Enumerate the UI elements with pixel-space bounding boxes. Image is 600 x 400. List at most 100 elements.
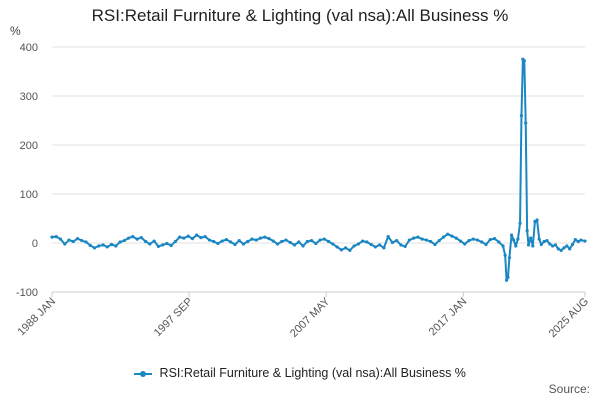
data-point[interactable]	[503, 253, 507, 257]
data-point[interactable]	[437, 238, 441, 243]
data-point[interactable]	[583, 239, 587, 243]
data-point[interactable]	[356, 242, 360, 246]
data-point[interactable]	[497, 240, 501, 244]
data-point[interactable]	[105, 245, 109, 249]
data-point[interactable]	[450, 234, 454, 238]
data-point[interactable]	[565, 244, 569, 248]
data-point[interactable]	[475, 238, 480, 242]
data-point[interactable]	[553, 243, 558, 247]
data-point[interactable]	[186, 234, 190, 238]
data-point[interactable]	[420, 237, 424, 241]
data-point[interactable]	[135, 237, 139, 241]
data-point[interactable]	[525, 229, 529, 233]
data-point[interactable]	[267, 236, 271, 241]
data-point[interactable]	[537, 237, 541, 241]
data-point[interactable]	[326, 239, 331, 244]
data-point[interactable]	[275, 242, 280, 246]
data-point[interactable]	[114, 244, 118, 248]
data-point[interactable]	[305, 239, 309, 244]
data-point[interactable]	[570, 242, 575, 247]
data-point[interactable]	[539, 242, 543, 247]
data-point[interactable]	[224, 237, 229, 242]
data-point[interactable]	[161, 243, 165, 247]
data-point[interactable]	[182, 236, 186, 240]
data-point[interactable]	[220, 239, 224, 243]
data-point[interactable]	[144, 239, 148, 244]
data-point[interactable]	[514, 244, 518, 248]
data-point[interactable]	[518, 221, 522, 225]
data-point[interactable]	[454, 236, 458, 240]
data-point[interactable]	[386, 235, 390, 239]
data-point[interactable]	[471, 237, 475, 241]
data-point[interactable]	[246, 239, 250, 244]
data-point[interactable]	[512, 238, 516, 242]
data-point[interactable]	[203, 235, 207, 239]
data-point[interactable]	[75, 236, 80, 241]
data-point[interactable]	[382, 246, 386, 250]
data-point[interactable]	[348, 248, 352, 252]
data-point[interactable]	[369, 242, 373, 247]
data-point[interactable]	[63, 242, 67, 246]
data-point[interactable]	[542, 239, 546, 244]
data-point[interactable]	[568, 247, 572, 251]
data-point[interactable]	[280, 239, 284, 244]
data-point[interactable]	[390, 240, 394, 245]
data-point[interactable]	[535, 218, 539, 222]
data-point[interactable]	[199, 236, 203, 240]
data-point[interactable]	[126, 236, 131, 240]
data-point[interactable]	[250, 237, 254, 241]
data-point[interactable]	[548, 242, 552, 246]
data-point[interactable]	[519, 114, 524, 118]
data-point[interactable]	[309, 238, 314, 243]
data-point[interactable]	[88, 243, 92, 248]
data-point[interactable]	[501, 244, 505, 248]
data-point[interactable]	[109, 242, 114, 247]
data-point[interactable]	[152, 239, 156, 243]
data-point[interactable]	[531, 244, 535, 248]
legend[interactable]: RSI:Retail Furniture & Lighting (val nsa…	[0, 366, 600, 380]
data-point[interactable]	[492, 236, 497, 241]
data-point[interactable]	[463, 242, 467, 246]
data-point[interactable]	[484, 242, 488, 247]
data-point[interactable]	[403, 244, 407, 249]
data-point[interactable]	[433, 242, 437, 247]
data-point[interactable]	[233, 242, 237, 247]
data-point[interactable]	[399, 243, 403, 247]
data-point[interactable]	[559, 248, 563, 252]
data-point[interactable]	[216, 241, 220, 246]
data-point[interactable]	[556, 247, 560, 251]
data-point[interactable]	[551, 244, 555, 248]
data-point[interactable]	[292, 243, 297, 247]
data-point[interactable]	[71, 239, 75, 244]
data-point[interactable]	[407, 238, 412, 242]
data-point[interactable]	[80, 238, 84, 243]
data-point[interactable]	[258, 236, 263, 240]
data-point[interactable]	[229, 240, 233, 244]
data-point[interactable]	[509, 233, 514, 237]
data-point[interactable]	[271, 239, 275, 243]
data-point[interactable]	[429, 239, 433, 244]
data-point[interactable]	[373, 245, 377, 249]
data-point[interactable]	[190, 236, 195, 241]
data-point[interactable]	[331, 242, 335, 246]
data-point[interactable]	[361, 239, 365, 243]
data-point[interactable]	[322, 237, 326, 241]
data-point[interactable]	[241, 242, 246, 246]
data-point[interactable]	[288, 240, 292, 245]
data-point[interactable]	[524, 121, 528, 125]
data-point[interactable]	[195, 233, 199, 237]
data-point[interactable]	[84, 240, 88, 244]
data-point[interactable]	[412, 236, 416, 240]
data-point[interactable]	[352, 244, 356, 248]
data-point[interactable]	[50, 235, 54, 239]
data-point[interactable]	[131, 235, 135, 239]
data-point[interactable]	[365, 240, 369, 244]
data-point[interactable]	[58, 237, 63, 241]
data-point[interactable]	[92, 246, 97, 250]
data-point[interactable]	[576, 239, 580, 244]
data-point[interactable]	[339, 248, 343, 252]
data-point[interactable]	[156, 244, 160, 249]
data-point[interactable]	[522, 59, 526, 63]
data-point[interactable]	[301, 244, 305, 248]
data-point[interactable]	[504, 278, 509, 282]
